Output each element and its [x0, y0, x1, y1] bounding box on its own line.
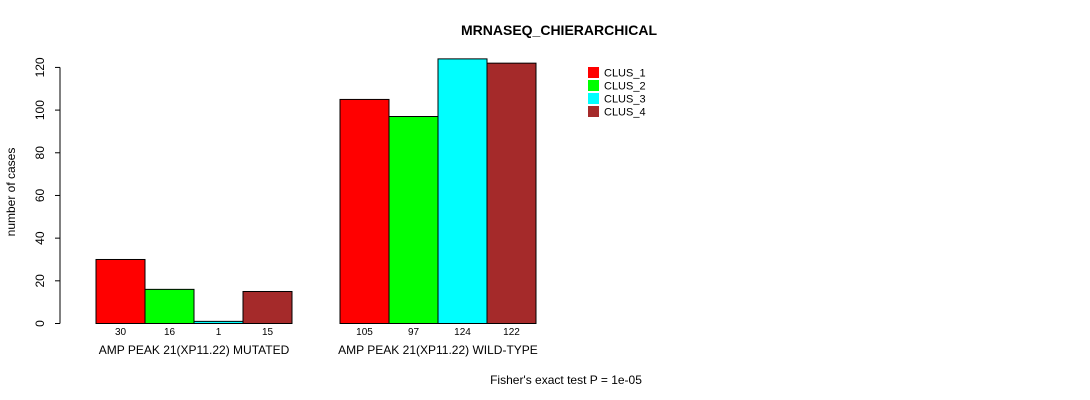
y-axis: 0 20 40 60 80 100 120 — [33, 57, 61, 327]
bar-clus-4 — [486, 62, 537, 324]
bar-count-label: 122 — [503, 327, 520, 338]
bar-count-label: 16 — [164, 327, 176, 338]
bar-clus-1 — [95, 258, 146, 325]
bar-clus-2 — [388, 116, 439, 324]
bar-clus-2 — [144, 288, 195, 324]
bar-count-label: 105 — [356, 327, 373, 338]
legend-swatch — [588, 67, 599, 78]
y-tick-label: 100 — [33, 100, 47, 120]
bar-clus-1 — [339, 98, 390, 325]
y-tick-label: 0 — [33, 320, 47, 327]
legend-label: CLUS_1 — [604, 68, 646, 80]
legend-label: CLUS_2 — [604, 81, 646, 93]
y-tick-label: 80 — [33, 146, 47, 160]
legend-swatch — [588, 93, 599, 104]
bar-clus-3 — [193, 320, 244, 324]
category-label: AMP PEAK 21(XP11.22) WILD-TYPE — [338, 343, 538, 357]
bars: 30 16 1 15 AMP PEAK 21(XP11.22) MUTATED 105 97… — [95, 58, 538, 357]
legend-label: CLUS_3 — [604, 94, 646, 106]
y-tick-label: 120 — [33, 57, 47, 77]
y-tick-label: 20 — [33, 274, 47, 288]
legend-swatch — [588, 80, 599, 91]
category-label: AMP PEAK 21(XP11.22) MUTATED — [99, 343, 290, 357]
bar-clus-4 — [242, 290, 293, 324]
bar-count-label: 97 — [408, 327, 420, 338]
bar-clus-3 — [437, 58, 488, 324]
chart-title: MRNASEQ_CHIERARCHICAL — [461, 22, 657, 38]
bar-count-label: 30 — [115, 327, 127, 338]
legend-label: CLUS_4 — [604, 107, 646, 119]
bar-count-label: 124 — [454, 327, 471, 338]
y-tick-label: 60 — [33, 188, 47, 202]
footnote: Fisher's exact test P = 1e-05 — [490, 373, 642, 387]
bar-count-label: 1 — [216, 327, 222, 338]
y-axis-label: number of cases — [4, 148, 18, 237]
legend-swatch — [588, 106, 599, 117]
bar-count-label: 15 — [262, 327, 274, 338]
y-tick-label: 40 — [33, 231, 47, 245]
